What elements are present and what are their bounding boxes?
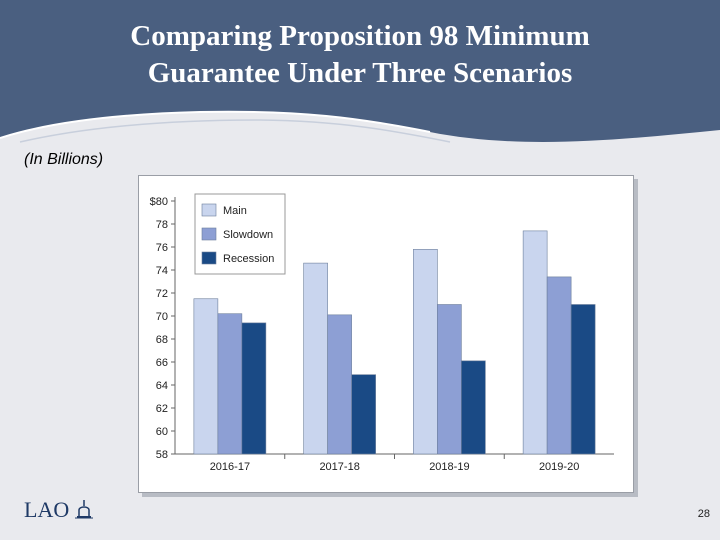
bar-main-2017-18 [303, 262, 328, 455]
bar-recession-2019-20 [570, 304, 596, 455]
x-tick-label: 2019-20 [539, 461, 579, 473]
title-line-1: Comparing Proposition 98 Minimum [130, 20, 590, 52]
bar-main-2016-17 [193, 298, 219, 455]
y-tick-label: 70 [156, 311, 168, 323]
header-band: Comparing Proposition 98 Minimum Guarant… [0, 0, 720, 150]
header-wave-graphic [0, 0, 720, 143]
y-tick-label: 58 [156, 449, 168, 461]
y-tick-label: 72 [156, 288, 168, 300]
legend-label-main: Main [223, 205, 247, 217]
page-number: 28 [697, 508, 710, 520]
y-tick-label: 68 [156, 334, 168, 346]
y-tick-label: 74 [156, 265, 168, 277]
x-tick-label: 2017-18 [319, 461, 359, 473]
legend-swatch-recession [201, 251, 217, 265]
bar-recession-2016-17 [241, 322, 267, 455]
x-tick-label: 2016-17 [210, 461, 250, 473]
bar-slowdown-2019-20 [546, 276, 572, 455]
y-tick-label: $80 [150, 196, 168, 208]
y-tick-label: 76 [156, 242, 168, 254]
lao-logo: LAO [24, 497, 70, 522]
y-tick-label: 78 [156, 219, 168, 231]
y-tick-label: 64 [156, 380, 168, 392]
bar-main-2018-19 [413, 249, 438, 455]
bar-slowdown-2016-17 [217, 313, 243, 455]
bar-main-2019-20 [522, 230, 548, 455]
y-tick-label: 60 [156, 426, 168, 438]
legend-label-slowdown: Slowdown [223, 229, 273, 241]
legend-swatch-main [201, 203, 217, 217]
y-tick-label: 66 [156, 357, 168, 369]
slide-title: Comparing Proposition 98 Minimum Guarant… [0, 18, 720, 92]
chart-panel: 58 60 62 64 66 68 70 72 74 76 78 $80 2016-17 2017-18 2… [138, 175, 634, 493]
units-label: (In Billions) [24, 151, 104, 168]
legend-label-recession: Recession [223, 253, 274, 265]
legend-swatch-slowdown [201, 227, 217, 241]
dome-icon [75, 500, 93, 519]
bar-recession-2017-18 [351, 374, 376, 455]
bar-chart: 58 60 62 64 66 68 70 72 74 76 78 $80 2016-17 2017-18 2… [150, 193, 614, 473]
bar-slowdown-2017-18 [327, 314, 352, 455]
x-tick-label: 2018-19 [429, 461, 469, 473]
bar-slowdown-2018-19 [437, 304, 462, 455]
y-tick-label: 62 [156, 403, 168, 415]
bar-recession-2018-19 [461, 360, 486, 455]
title-line-2: Guarantee Under Three Scenarios [147, 57, 573, 89]
